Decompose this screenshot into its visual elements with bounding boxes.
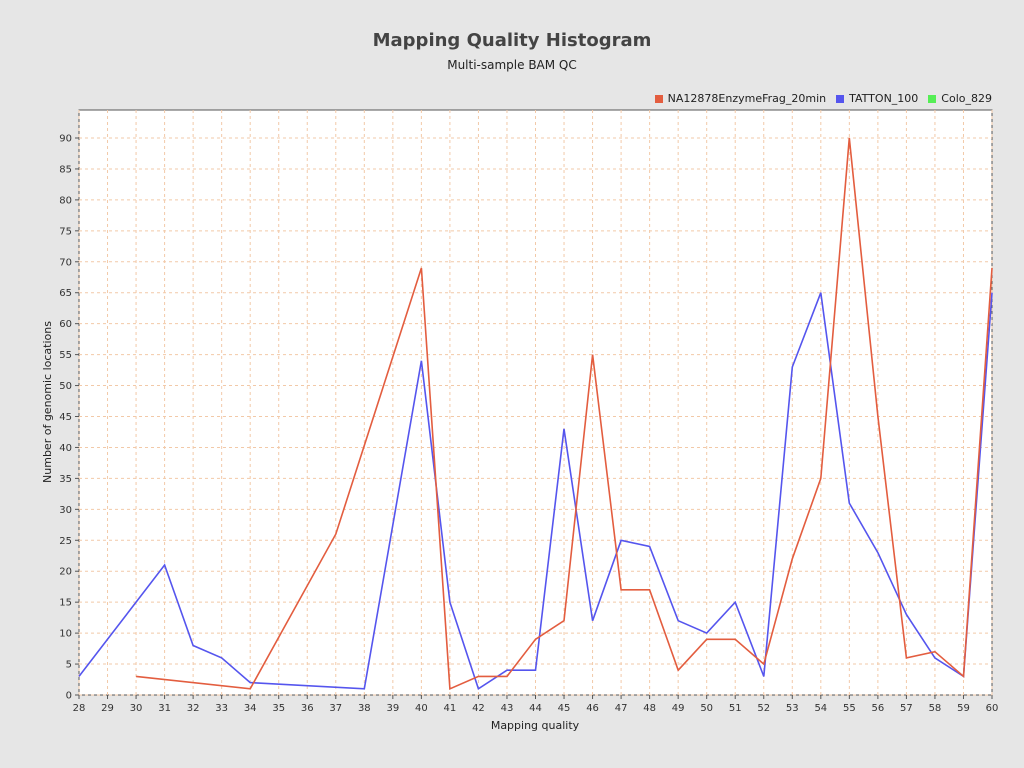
x-tick-label: 59 xyxy=(957,703,970,714)
y-tick-label: 60 xyxy=(59,319,72,330)
chart-title: Mapping Quality Histogram xyxy=(372,30,652,51)
x-tick-label: 36 xyxy=(301,703,314,714)
y-tick-label: 40 xyxy=(59,443,72,454)
y-tick-label: 55 xyxy=(59,350,72,361)
y-tick-label: 90 xyxy=(59,134,72,145)
x-tick-label: 51 xyxy=(729,703,742,714)
legend-swatch-tatton xyxy=(836,94,845,103)
y-tick-label: 65 xyxy=(59,288,72,299)
y-tick-label: 10 xyxy=(59,629,72,640)
y-axis-ticks: 0 5 10 15 20 25 30 35 40 45 50 55 60 65 70 75 80 85 90 xyxy=(59,134,79,702)
y-tick-label: 20 xyxy=(59,567,72,578)
legend-item-colo: Colo_829 xyxy=(928,92,992,105)
legend-item-na12878: NA12878EnzymeFrag_20min xyxy=(654,92,827,105)
x-tick-label: 57 xyxy=(900,703,913,714)
y-tick-label: 25 xyxy=(59,536,72,547)
x-tick-label: 34 xyxy=(244,703,257,714)
y-tick-label: 5 xyxy=(66,660,72,671)
x-tick-label: 60 xyxy=(986,703,999,714)
x-tick-label: 41 xyxy=(444,703,457,714)
x-tick-label: 43 xyxy=(501,703,514,714)
y-axis-label: Number of genomic locations xyxy=(41,321,54,483)
y-tick-label: 30 xyxy=(59,505,72,516)
y-tick-label: 35 xyxy=(59,474,72,485)
y-tick-label: 85 xyxy=(59,164,72,175)
series-line-0 xyxy=(136,137,993,690)
x-tick-label: 46 xyxy=(586,703,599,714)
x-tick-label: 48 xyxy=(643,703,656,714)
x-tick-label: 44 xyxy=(529,703,542,714)
x-tick-label: 33 xyxy=(215,703,228,714)
legend-label-colo: Colo_829 xyxy=(941,92,992,105)
x-tick-label: 31 xyxy=(158,703,171,714)
legend: NA12878EnzymeFrag_20min TATTON_100 Colo_… xyxy=(654,92,992,105)
x-tick-label: 32 xyxy=(187,703,200,714)
y-tick-label: 50 xyxy=(59,381,72,392)
x-tick-label: 37 xyxy=(329,703,342,714)
y-tick-label: 0 xyxy=(66,691,72,702)
y-tick-label: 15 xyxy=(59,598,72,609)
y-tick-label: 75 xyxy=(59,226,72,237)
legend-item-tatton: TATTON_100 xyxy=(836,92,918,105)
x-tick-label: 45 xyxy=(558,703,571,714)
x-tick-label: 30 xyxy=(130,703,143,714)
x-tick-label: 47 xyxy=(615,703,628,714)
y-tick-label: 70 xyxy=(59,257,72,268)
legend-label-na12878: NA12878EnzymeFrag_20min xyxy=(667,92,827,105)
x-axis-label: Mapping quality xyxy=(491,719,580,732)
x-tick-label: 35 xyxy=(272,703,285,714)
x-axis-ticks: 28 29 30 31 32 33 34 35 36 37 38 39 40 41 42 43 44 45 46 47… xyxy=(73,695,999,714)
x-tick-label: 40 xyxy=(415,703,428,714)
x-tick-label: 52 xyxy=(757,703,770,714)
x-tick-label: 42 xyxy=(472,703,485,714)
x-tick-label: 55 xyxy=(843,703,856,714)
legend-swatch-colo xyxy=(928,94,937,103)
x-tick-label: 56 xyxy=(872,703,885,714)
x-tick-label: 28 xyxy=(73,703,86,714)
x-tick-label: 53 xyxy=(786,703,799,714)
x-tick-label: 38 xyxy=(358,703,371,714)
y-tick-label: 45 xyxy=(59,412,72,423)
x-tick-label: 49 xyxy=(672,703,685,714)
x-tick-label: 39 xyxy=(386,703,399,714)
series-line-1 xyxy=(78,292,993,691)
chart-subtitle: Multi-sample BAM QC xyxy=(447,58,577,72)
x-tick-label: 58 xyxy=(929,703,942,714)
y-tick-label: 80 xyxy=(59,195,72,206)
x-tick-label: 50 xyxy=(700,703,713,714)
x-tick-label: 29 xyxy=(101,703,114,714)
x-tick-label: 54 xyxy=(814,703,827,714)
legend-label-tatton: TATTON_100 xyxy=(849,92,919,105)
legend-swatch-na12878 xyxy=(654,94,663,103)
series-layer xyxy=(78,137,993,691)
